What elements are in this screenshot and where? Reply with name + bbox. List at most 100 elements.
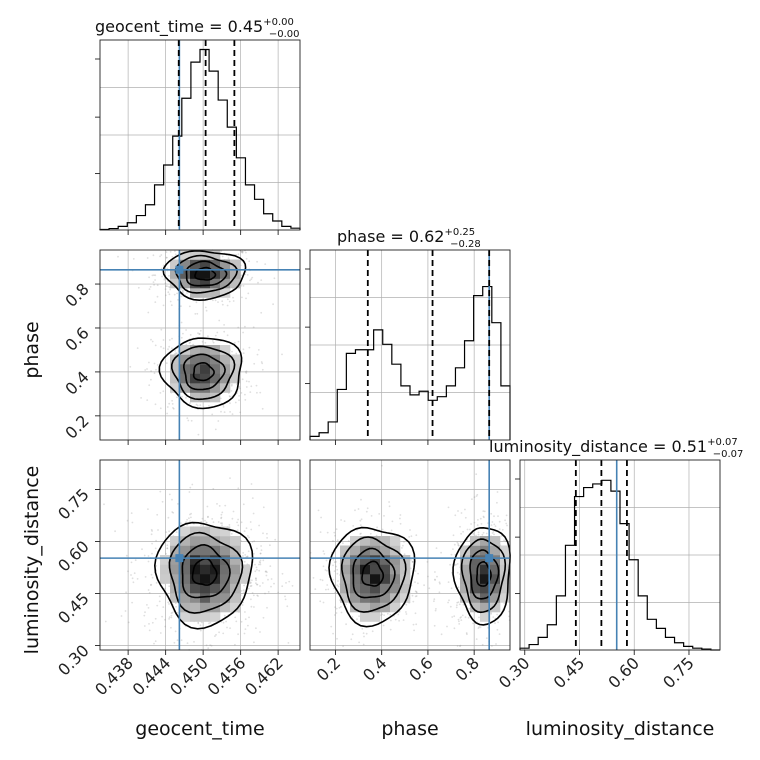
sample-point — [460, 541, 462, 544]
sample-point — [498, 528, 501, 530]
sample-point — [148, 623, 150, 625]
sample-point — [235, 352, 238, 355]
sample-point — [452, 548, 454, 550]
density-cell — [190, 354, 201, 365]
sample-point — [209, 621, 212, 624]
density-cell — [350, 583, 361, 594]
sample-point — [262, 532, 264, 535]
sample-point — [478, 626, 481, 628]
sample-point — [144, 369, 147, 371]
sample-point — [505, 522, 508, 525]
y-tick-label: 0.4 — [61, 367, 92, 398]
sample-point — [153, 284, 156, 286]
sample-point — [319, 578, 322, 581]
sample-point — [151, 576, 154, 579]
sample-point — [336, 584, 339, 587]
sample-point — [414, 595, 417, 598]
density-cell — [460, 583, 471, 594]
y-tick-label: 0.75 — [54, 485, 93, 524]
sample-point — [378, 513, 381, 515]
contour-0-1 — [185, 260, 228, 287]
density-cell — [170, 383, 181, 393]
sample-point — [456, 601, 459, 604]
sample-point — [196, 404, 199, 407]
sample-point — [241, 250, 244, 253]
sample-point — [381, 528, 384, 531]
sample-point — [169, 288, 172, 291]
density-cell — [220, 354, 231, 365]
sample-point — [153, 372, 156, 375]
sample-point — [467, 616, 470, 619]
sample-point — [460, 532, 462, 535]
sample-point — [358, 641, 360, 644]
sample-point — [164, 288, 167, 290]
density-cell — [220, 278, 231, 289]
sample-point — [171, 337, 173, 340]
sample-point — [458, 603, 461, 606]
density-cell — [220, 345, 231, 355]
sample-point — [469, 528, 471, 531]
sample-point — [159, 255, 161, 258]
sample-point — [256, 583, 259, 586]
density-cell — [180, 564, 191, 575]
sample-point — [194, 313, 197, 315]
x-tick-label: 0.6 — [405, 653, 436, 684]
sample-point — [148, 276, 151, 279]
sample-point — [199, 329, 202, 332]
sample-point — [168, 285, 170, 288]
density-cell — [190, 536, 201, 546]
sample-point — [185, 397, 187, 399]
sample-point — [242, 348, 245, 351]
sample-point — [250, 584, 253, 587]
density-cell — [210, 383, 221, 393]
sample-point — [457, 543, 460, 545]
density-cell — [190, 555, 201, 565]
sample-point — [180, 305, 182, 307]
density-cell — [460, 593, 471, 603]
density-cell — [340, 555, 351, 565]
sample-point — [168, 293, 171, 296]
density-cell — [460, 545, 471, 556]
density-cell — [170, 373, 181, 384]
sample-point — [151, 621, 154, 624]
sample-point — [223, 324, 226, 326]
density-cell — [210, 526, 221, 537]
sample-point — [482, 531, 485, 534]
sample-point — [162, 347, 165, 350]
density-cell — [360, 574, 371, 584]
sample-point — [175, 605, 178, 608]
density-cell — [180, 354, 191, 365]
sample-point — [284, 598, 287, 601]
sample-point — [214, 428, 217, 431]
sample-point — [180, 288, 183, 291]
sample-point — [497, 621, 499, 624]
sample-point — [325, 588, 327, 591]
sample-point — [332, 540, 334, 542]
sample-point — [500, 534, 503, 537]
sample-point — [286, 605, 289, 608]
sample-point — [350, 638, 353, 641]
density-cell — [210, 555, 221, 565]
sample-point — [164, 294, 167, 297]
density-cell — [180, 278, 191, 289]
contour-0-3 — [162, 250, 247, 302]
sample-point — [260, 549, 263, 552]
sample-point — [417, 582, 419, 585]
sample-point — [207, 516, 209, 519]
sample-point — [258, 569, 261, 572]
sample-point — [168, 530, 171, 533]
density-cell — [400, 555, 411, 565]
sample-point — [212, 488, 215, 490]
sample-point — [219, 397, 222, 400]
sample-point — [247, 292, 250, 295]
sample-point — [245, 527, 248, 530]
sample-point — [236, 529, 239, 531]
sample-point — [166, 412, 169, 415]
sample-point — [168, 616, 171, 619]
sample-point — [251, 540, 254, 543]
sample-point — [228, 395, 231, 397]
sample-point — [231, 413, 234, 415]
density-cell — [380, 593, 391, 603]
sample-point — [200, 520, 203, 523]
